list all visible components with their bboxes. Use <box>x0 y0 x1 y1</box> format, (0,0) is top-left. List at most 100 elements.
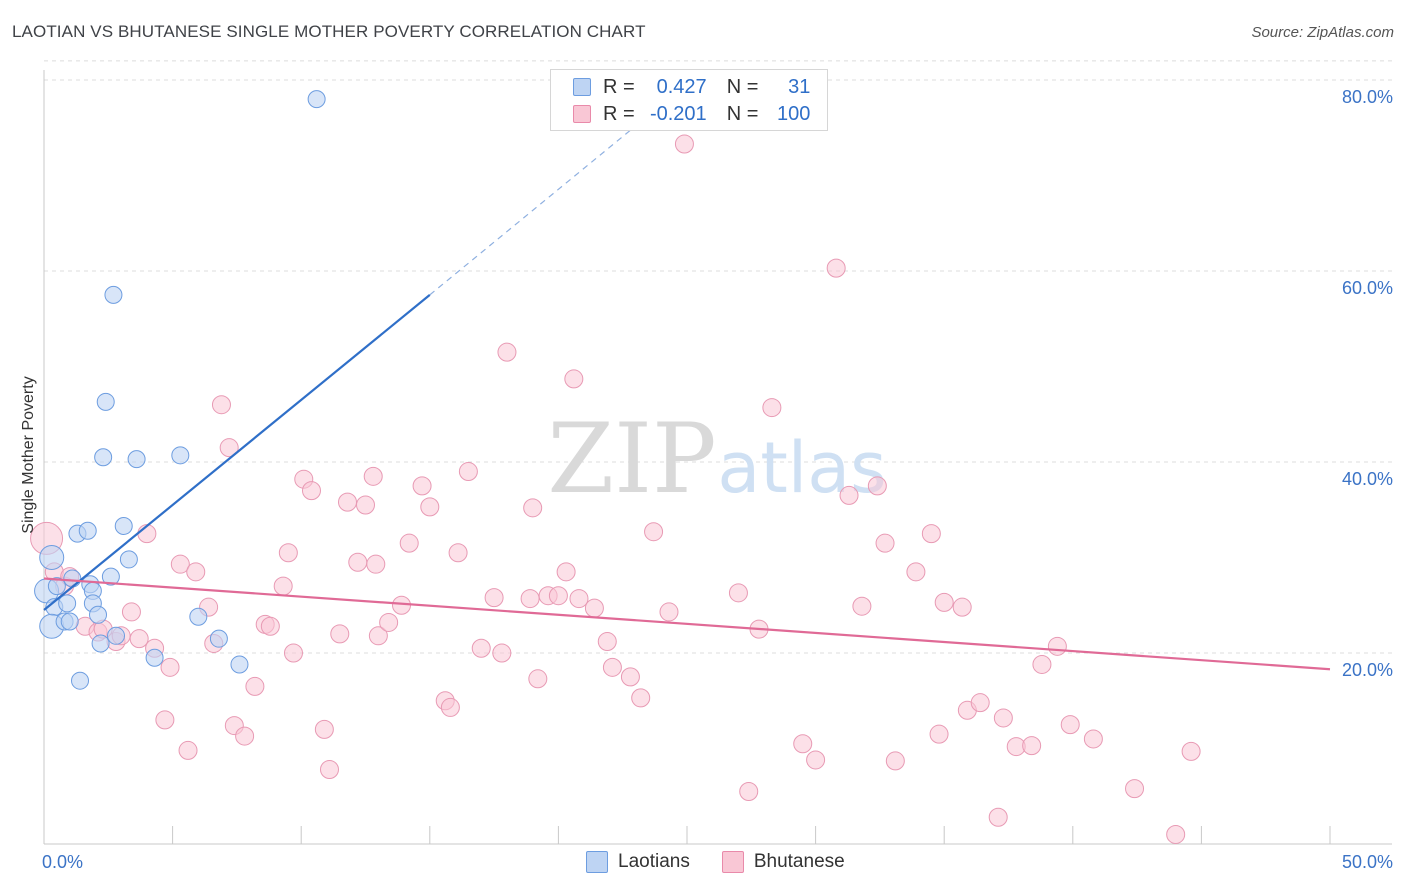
y-tick-40: 40.0% <box>1341 469 1393 489</box>
laotian-point <box>107 626 126 645</box>
laotian-point <box>58 594 77 613</box>
y-tick-60: 60.0% <box>1341 278 1393 298</box>
bhutanese-point <box>934 592 954 612</box>
bhutanese-point <box>363 466 383 486</box>
bhutanese-point <box>458 462 478 482</box>
series-legend-bhutanese[interactable]: Bhutanese <box>721 851 845 873</box>
bhutanese-point <box>356 495 375 515</box>
watermark: ZIP atlas <box>547 403 886 515</box>
bhutanese-point <box>492 643 512 663</box>
bhutanese-point <box>520 589 540 609</box>
laotian-point <box>63 569 82 588</box>
laotian-point <box>119 550 138 569</box>
chart-title: LAOTIAN VS BHUTANESE SINGLE MOTHER POVER… <box>12 22 646 41</box>
watermark-zip: ZIP <box>547 403 716 515</box>
laotians-swatch <box>586 851 608 873</box>
legend-n-label: N = <box>726 75 759 98</box>
laotian-point <box>94 448 113 467</box>
bhutanese-point <box>839 485 859 505</box>
laotian-point <box>114 516 133 535</box>
bhutanese-point <box>245 676 265 696</box>
laotian-point <box>171 446 190 465</box>
laotian-point <box>39 545 65 570</box>
laotian-point <box>145 648 164 667</box>
bhutanese-point <box>301 481 321 501</box>
bhutanese-point <box>556 562 576 582</box>
laotian-point <box>91 634 110 653</box>
bhutanese-point <box>602 657 622 677</box>
correlation-legend: R = 0.427 N = 31 R = -0.201 N = 100 <box>550 69 828 131</box>
laotian-point <box>189 607 208 626</box>
bhutanese-point <box>970 693 990 713</box>
bhutanese-point <box>528 669 548 689</box>
legend-swatch-laotians <box>573 78 591 96</box>
bhutanese-point <box>952 597 972 617</box>
bhutanese-point <box>160 657 180 677</box>
legend-row-laotians: R = 0.427 N = 31 <box>573 74 810 100</box>
watermark-atlas: atlas <box>717 427 886 509</box>
bhutanese-point <box>867 476 887 496</box>
bhutanese-point <box>260 616 280 636</box>
x-tick-min: 0.0% <box>42 852 84 872</box>
bhutanese-point <box>1083 729 1103 749</box>
laotians-label: Laotians <box>618 851 690 872</box>
bhutanese-point <box>211 395 231 415</box>
bhutanese-point <box>929 724 949 744</box>
legend-row-bhutanese: R = -0.201 N = 100 <box>573 101 810 127</box>
bhutanese-point <box>1125 779 1145 799</box>
legend-r-label: R = <box>603 75 635 98</box>
legend-n-label: N = <box>726 102 759 125</box>
bhutanese-point <box>420 497 440 517</box>
bhutanese-point <box>826 258 846 278</box>
bhutanese-point <box>1060 715 1080 735</box>
series-legend: Laotians Bhutanese <box>586 851 877 873</box>
bhutanese-point <box>921 524 941 544</box>
laotian-points <box>34 90 326 690</box>
bhutanese-point <box>186 562 206 582</box>
bhutanese-point <box>852 596 872 616</box>
legend-swatch-bhutanese <box>573 105 591 123</box>
series-legend-laotians[interactable]: Laotians <box>586 851 690 873</box>
source-note: Source: ZipAtlas.com <box>1251 24 1394 41</box>
bhutanese-point <box>337 492 357 512</box>
bhutanese-point <box>597 632 617 652</box>
laotian-trend-extension <box>429 93 675 296</box>
bhutanese-point <box>348 552 368 572</box>
bhutanese-point <box>399 533 419 553</box>
laotian-point <box>104 285 123 304</box>
legend-n-value: 31 <box>788 75 811 98</box>
laotian-point <box>127 450 146 469</box>
bhutanese-point <box>1181 741 1201 761</box>
laotian-point <box>71 671 90 690</box>
laotian-point <box>101 567 120 586</box>
laotian-point <box>47 577 66 596</box>
bhutanese-point <box>368 626 388 646</box>
legend-n-value: 100 <box>777 102 811 125</box>
bhutanese-point <box>366 554 386 574</box>
bhutanese-point <box>523 498 543 518</box>
laotian-point <box>60 612 79 631</box>
y-tick-80: 80.0% <box>1341 87 1393 107</box>
bhutanese-swatch <box>721 851 744 873</box>
x-tick-max: 50.0% <box>1341 852 1393 872</box>
bhutanese-point <box>988 807 1008 827</box>
axes <box>43 70 1392 845</box>
bhutanese-point <box>806 750 826 770</box>
bhutanese-point <box>273 576 293 596</box>
bhutanese-point <box>584 598 604 618</box>
bhutanese-label: Bhutanese <box>753 851 845 872</box>
bhutanese-point <box>569 589 589 609</box>
bhutanese-point <box>564 369 584 389</box>
bhutanese-point <box>1047 636 1067 656</box>
bhutanese-point <box>471 638 491 658</box>
bhutanese-point <box>620 667 640 687</box>
bhutanese-point <box>178 740 198 760</box>
bhutanese-point <box>906 562 926 582</box>
trend-lines <box>43 93 1331 671</box>
bhutanese-point <box>762 398 782 418</box>
bhutanese-point <box>631 688 651 708</box>
bhutanese-point <box>728 583 748 603</box>
bhutanese-point <box>448 543 468 563</box>
laotian-trend-line <box>43 294 431 611</box>
bhutanese-point <box>314 719 334 739</box>
